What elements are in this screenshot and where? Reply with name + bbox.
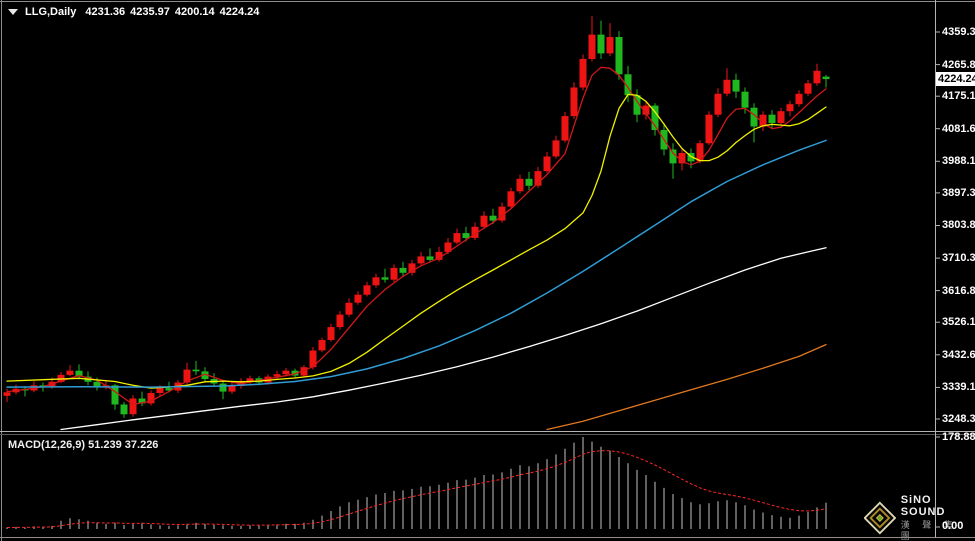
candle xyxy=(516,174,524,194)
candle xyxy=(552,135,560,159)
ma-line-ma-mid xyxy=(6,93,827,389)
candle xyxy=(804,79,812,96)
ma-line-ma-slow xyxy=(6,139,827,388)
candle xyxy=(579,54,587,91)
candle xyxy=(471,222,479,241)
candle xyxy=(696,140,704,164)
macd-scale-min-label: 0.00 xyxy=(942,520,964,532)
candle xyxy=(66,365,74,377)
candle xyxy=(489,208,497,224)
candle xyxy=(75,364,83,379)
candle xyxy=(813,63,821,86)
candle xyxy=(498,202,506,223)
candle xyxy=(354,291,362,305)
candle xyxy=(606,23,614,57)
macd-indicator-label: MACD(12,26,9) 51.239 37.226 xyxy=(8,439,159,451)
chart-info-triangle-icon xyxy=(8,9,18,15)
candle xyxy=(399,261,407,277)
candle xyxy=(507,187,515,209)
candle xyxy=(570,82,578,119)
candle xyxy=(723,68,731,97)
logo-title: SiNO SOUND xyxy=(900,494,946,518)
candle xyxy=(111,383,119,410)
current-price-tag: 4224.24 xyxy=(936,72,975,86)
candle xyxy=(768,110,776,129)
candle xyxy=(480,211,488,229)
macd-layer xyxy=(6,437,827,529)
candle xyxy=(147,390,155,406)
candle xyxy=(327,323,335,342)
candle xyxy=(381,268,389,283)
candle xyxy=(705,111,713,145)
candle xyxy=(300,365,308,378)
candle xyxy=(732,73,740,98)
candle xyxy=(795,90,803,107)
candle xyxy=(777,107,785,126)
candle xyxy=(462,226,470,242)
axis-ticks-layer xyxy=(936,31,940,528)
candle xyxy=(417,251,425,266)
candle xyxy=(120,402,128,418)
candle xyxy=(786,100,794,117)
candle xyxy=(750,103,758,143)
candle xyxy=(678,149,686,171)
candle xyxy=(624,65,632,103)
candle xyxy=(453,228,461,245)
candle xyxy=(336,311,344,330)
macd-signal-line xyxy=(6,450,827,528)
candle xyxy=(543,151,551,173)
sino-sound-logo: SiNO SOUND 漢 聲 集 團 xyxy=(864,494,975,541)
ohlc-close-value: 4224.24 xyxy=(219,6,260,18)
candle xyxy=(372,273,380,288)
candle xyxy=(642,100,650,120)
candle xyxy=(759,111,767,131)
candle xyxy=(534,166,542,188)
ohlc-low-value: 4200.14 xyxy=(174,6,215,18)
macd-scale-max-label: 178.886 xyxy=(942,431,975,443)
symbol-period-label: LLG,Daily xyxy=(25,6,77,18)
candle xyxy=(651,103,659,136)
diamond-gem-icon xyxy=(864,501,896,535)
candle xyxy=(615,31,623,80)
candle xyxy=(309,347,317,370)
ma-line-ma-longest xyxy=(546,343,827,431)
logo-subtitle: 漢 聲 集 團 xyxy=(900,520,958,541)
ohlc-open-value: 4231.36 xyxy=(85,6,126,18)
candle xyxy=(561,111,569,143)
ma-line-ma-fast xyxy=(6,66,827,406)
candle xyxy=(390,264,398,282)
candle xyxy=(345,298,353,317)
candle xyxy=(192,360,200,375)
candle xyxy=(714,88,722,118)
candle xyxy=(588,16,596,62)
candle xyxy=(597,20,605,59)
candle xyxy=(219,381,227,400)
candle xyxy=(426,248,434,263)
candle xyxy=(228,382,236,394)
candle xyxy=(138,391,146,407)
candle xyxy=(741,87,749,114)
candle xyxy=(363,281,371,297)
chart-info-header: LLG,Daily 4231.36 4235.97 4200.14 4224.2… xyxy=(8,6,264,18)
candle xyxy=(525,171,533,191)
moving-averages-layer xyxy=(6,66,827,431)
candle xyxy=(822,75,830,88)
candle xyxy=(669,143,677,179)
candle xyxy=(210,373,218,386)
candles-layer xyxy=(3,16,830,418)
candle xyxy=(435,247,443,262)
candle xyxy=(129,395,137,417)
candle xyxy=(408,259,416,276)
ma-line-ma-long xyxy=(60,247,827,431)
ohlc-high-value: 4235.97 xyxy=(130,6,170,18)
candle xyxy=(318,337,326,353)
candle xyxy=(12,384,20,395)
